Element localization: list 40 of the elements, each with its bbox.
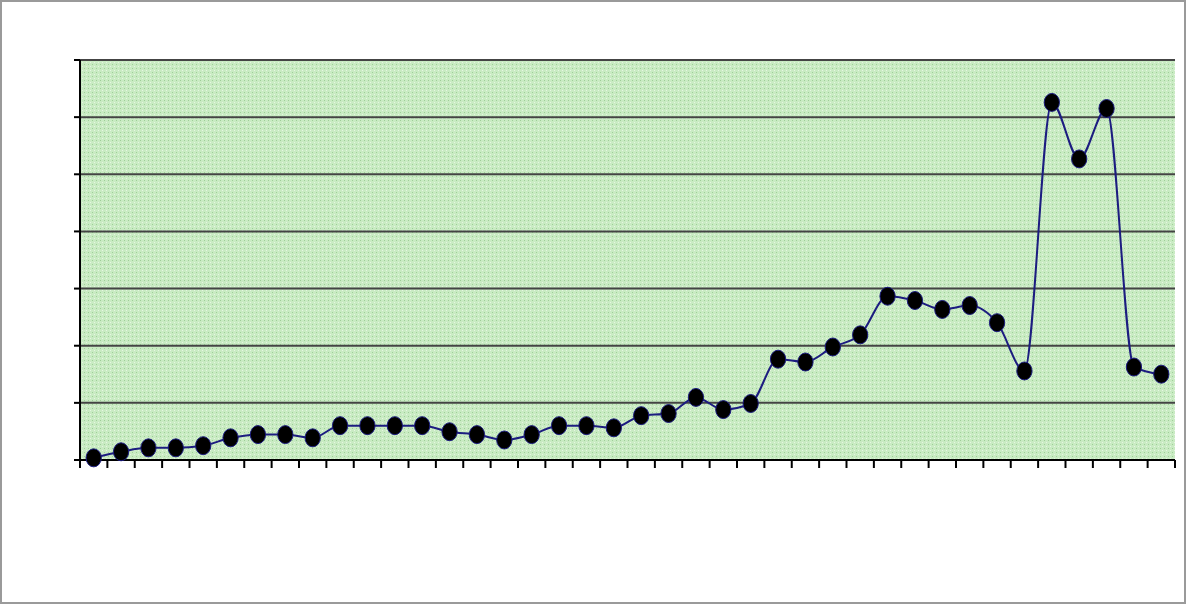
- point: [441, 422, 458, 442]
- point: [468, 425, 486, 445]
- point: [1153, 364, 1170, 384]
- point: [578, 416, 595, 436]
- point: [195, 436, 212, 456]
- point: [386, 416, 403, 436]
- point: [715, 400, 732, 420]
- point: [742, 394, 759, 413]
- point: [988, 313, 1006, 333]
- point: [633, 406, 650, 426]
- point: [550, 416, 568, 436]
- point: [1043, 92, 1060, 112]
- point: [222, 428, 239, 448]
- point: [85, 448, 102, 468]
- point: [414, 416, 431, 436]
- point: [961, 296, 978, 316]
- point: [277, 425, 294, 445]
- point: [359, 416, 376, 436]
- point: [906, 291, 924, 311]
- point: [769, 349, 787, 369]
- point: [824, 337, 841, 357]
- point: [167, 438, 184, 458]
- point: [304, 428, 321, 448]
- point: [797, 352, 814, 372]
- point: [852, 325, 869, 345]
- point: [140, 438, 157, 458]
- point: [605, 418, 622, 438]
- point: [1071, 149, 1088, 169]
- point: [496, 430, 513, 450]
- point: [1125, 357, 1143, 377]
- point: [112, 442, 130, 462]
- point: [249, 425, 267, 445]
- point: [1098, 98, 1115, 118]
- point: [523, 425, 540, 445]
- point: [934, 299, 951, 319]
- point: [879, 286, 896, 306]
- point: [660, 404, 677, 424]
- point: [1016, 361, 1033, 381]
- point: [331, 416, 349, 436]
- point: [687, 387, 705, 407]
